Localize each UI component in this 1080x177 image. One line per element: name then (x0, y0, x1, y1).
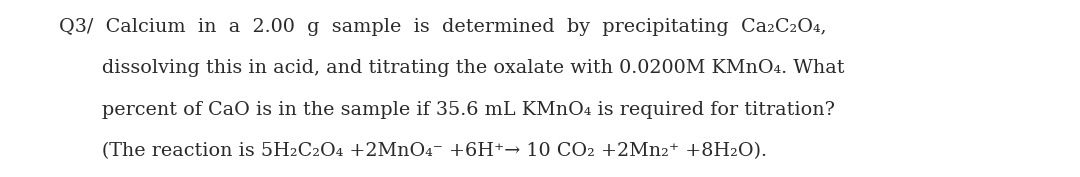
Text: (The reaction is 5H₂C₂O₄ +2MnO₄⁻ +6H⁺→ 10 CO₂ +2Mn₂⁺ +8H₂O).: (The reaction is 5H₂C₂O₄ +2MnO₄⁻ +6H⁺→ 1… (59, 142, 768, 161)
Text: percent of CaO is in the sample if 35.6 mL KMnO₄ is required for titration?: percent of CaO is in the sample if 35.6 … (59, 101, 835, 119)
Text: Q3/  Calcium  in  a  2.00  g  sample  is  determined  by  precipitating  Ca₂C₂O₄: Q3/ Calcium in a 2.00 g sample is determ… (59, 18, 827, 36)
Text: dissolving this in acid, and titrating the oxalate with 0.0200M KMnO₄. What: dissolving this in acid, and titrating t… (59, 59, 845, 77)
